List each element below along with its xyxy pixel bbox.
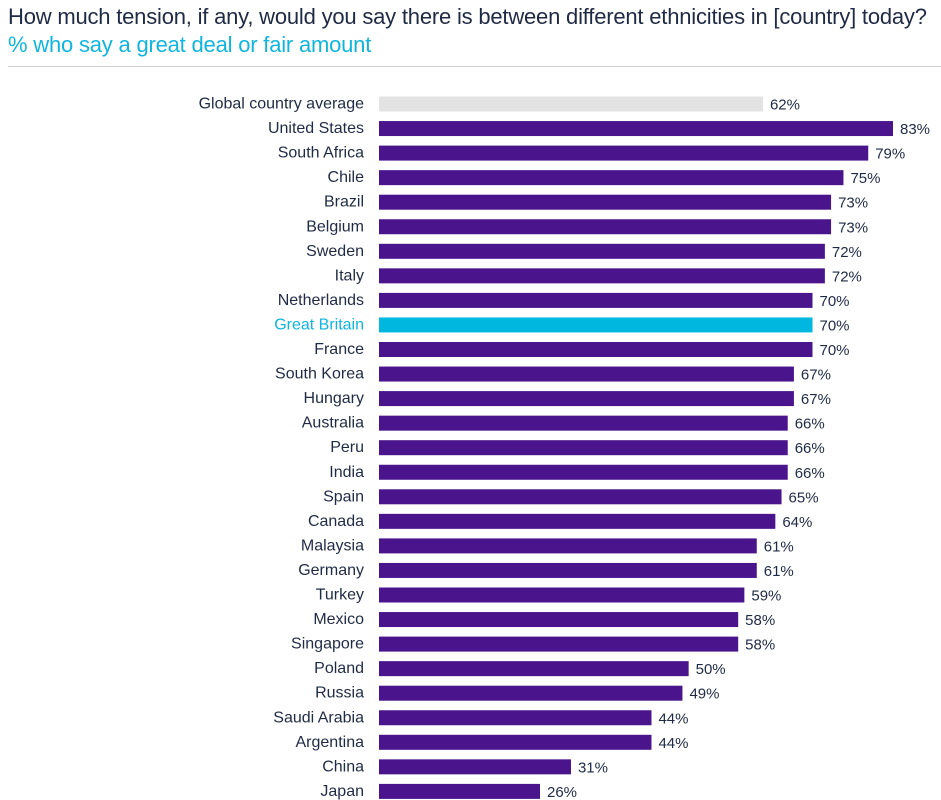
chart-subtitle: % who say a great deal or fair amount (8, 32, 372, 57)
value-label-great-britain: 70% (819, 317, 849, 334)
bar-great-britain (379, 317, 813, 333)
title-divider (8, 66, 941, 67)
category-label-mexico: Mexico (313, 611, 364, 628)
category-label-malaysia: Malaysia (301, 537, 364, 554)
bar-australia (379, 415, 788, 431)
category-label-france: France (314, 341, 364, 358)
category-label-chile: Chile (328, 169, 365, 186)
chart-title: How much tension, if any, would you say … (8, 4, 927, 29)
bar-italy (379, 268, 825, 284)
value-label-italy: 72% (832, 268, 862, 285)
bar-argentina (379, 734, 652, 750)
value-label-argentina: 44% (658, 735, 688, 752)
bar-turkey (379, 587, 745, 603)
category-label-australia: Australia (302, 415, 364, 432)
bar-south-africa (379, 145, 869, 161)
category-label-brazil: Brazil (324, 194, 364, 211)
category-label-poland: Poland (314, 660, 364, 677)
category-label-global-country-average: Global country average (199, 96, 365, 113)
value-label-russia: 49% (689, 686, 719, 703)
category-label-spain: Spain (323, 488, 364, 505)
bar-singapore (379, 636, 739, 652)
bar-south-korea (379, 366, 794, 382)
category-label-netherlands: Netherlands (278, 292, 364, 309)
category-label-south-africa: South Africa (278, 145, 364, 162)
category-label-singapore: Singapore (291, 636, 364, 653)
bar-hungary (379, 391, 794, 407)
category-label-canada: Canada (308, 513, 364, 530)
category-label-italy: Italy (335, 267, 364, 284)
category-label-sweden: Sweden (306, 243, 364, 260)
value-label-belgium: 73% (838, 219, 868, 236)
value-label-mexico: 58% (745, 612, 775, 629)
category-label-south-korea: South Korea (275, 366, 364, 383)
bar-peru (379, 440, 788, 456)
bar-china (379, 759, 571, 775)
bar-united-states (379, 121, 893, 137)
value-label-south-africa: 79% (875, 146, 905, 163)
bar-global-country-average (379, 96, 763, 112)
value-label-poland: 50% (696, 661, 726, 678)
value-label-saudi-arabia: 44% (658, 710, 688, 727)
bar-poland (379, 661, 689, 677)
category-label-great-britain: Great Britain (274, 316, 364, 333)
category-label-peru: Peru (330, 439, 364, 456)
bar-japan (379, 783, 541, 799)
value-label-spain: 65% (789, 489, 819, 506)
bar-brazil (379, 194, 832, 210)
bar-india (379, 464, 788, 480)
value-label-turkey: 59% (751, 588, 781, 605)
category-label-germany: Germany (298, 562, 364, 579)
bar-saudi-arabia (379, 710, 652, 726)
value-label-canada: 64% (782, 514, 812, 531)
category-label-hungary: Hungary (304, 390, 364, 407)
value-label-netherlands: 70% (819, 293, 849, 310)
value-label-germany: 61% (764, 563, 794, 580)
bar-malaysia (379, 538, 757, 554)
value-label-hungary: 67% (801, 391, 831, 408)
value-label-chile: 75% (850, 170, 880, 187)
value-label-japan: 26% (547, 784, 577, 800)
value-label-singapore: 58% (745, 637, 775, 654)
category-label-russia: Russia (315, 685, 364, 702)
category-label-china: China (322, 758, 364, 775)
value-label-united-states: 83% (900, 121, 930, 138)
bar-russia (379, 685, 683, 701)
bar-chile (379, 170, 844, 186)
category-label-japan: Japan (320, 783, 364, 800)
value-label-sweden: 72% (832, 244, 862, 261)
bar-mexico (379, 612, 739, 628)
category-label-india: India (329, 464, 364, 481)
value-label-australia: 66% (795, 416, 825, 433)
value-label-brazil: 73% (838, 195, 868, 212)
category-label-united-states: United States (268, 120, 364, 137)
category-label-saudi-arabia: Saudi Arabia (273, 709, 364, 726)
bar-belgium (379, 219, 832, 235)
category-label-argentina: Argentina (296, 734, 365, 751)
bar-spain (379, 489, 782, 505)
value-label-peru: 66% (795, 440, 825, 457)
bar-canada (379, 513, 776, 529)
value-label-south-korea: 67% (801, 367, 831, 384)
value-label-global-country-average: 62% (770, 97, 800, 114)
bar-france (379, 342, 813, 357)
category-label-turkey: Turkey (316, 587, 364, 604)
value-label-india: 66% (795, 465, 825, 482)
category-label-belgium: Belgium (306, 218, 364, 235)
value-label-china: 31% (578, 759, 608, 776)
value-label-france: 70% (819, 342, 849, 359)
bar-germany (379, 562, 757, 578)
value-label-malaysia: 61% (764, 538, 794, 555)
bar-netherlands (379, 292, 813, 308)
bar-sweden (379, 243, 825, 259)
